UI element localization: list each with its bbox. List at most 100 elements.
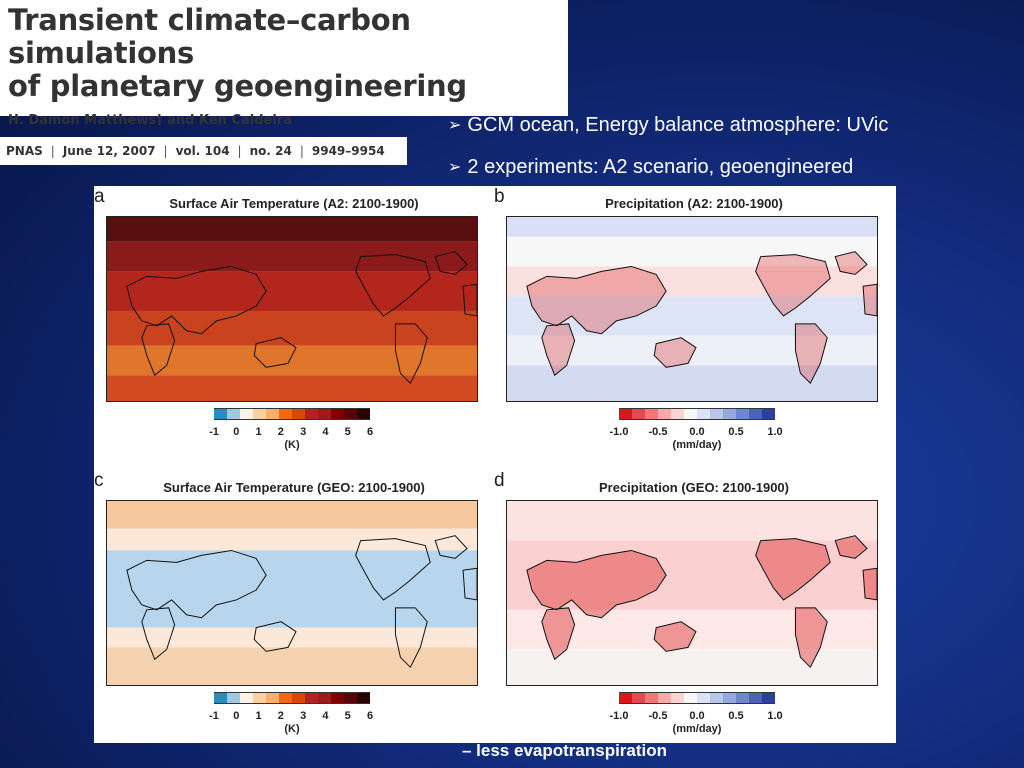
continent-outline bbox=[141, 607, 176, 661]
colorbar-tick-label: 6 bbox=[366, 426, 374, 438]
colorbar-tick-label: 3 bbox=[300, 710, 307, 722]
map-shading-band bbox=[107, 310, 477, 346]
continent-outline bbox=[526, 265, 667, 335]
colorbar bbox=[214, 692, 370, 704]
panel-letter: b bbox=[494, 186, 505, 207]
citation-separator: | bbox=[50, 144, 55, 158]
colorbar-swatch bbox=[344, 408, 357, 420]
colorbar-swatch bbox=[619, 692, 632, 704]
panel-letter: c bbox=[94, 470, 104, 491]
colorbar-tick-label: 0.0 bbox=[689, 710, 705, 722]
colorbar-swatch bbox=[344, 692, 357, 704]
colorbar-tick-label: 0.5 bbox=[728, 710, 744, 722]
colorbar-swatch bbox=[292, 408, 305, 420]
colorbar-unit: (mm/day) bbox=[672, 723, 722, 735]
colorbar-swatch bbox=[645, 692, 658, 704]
citation-separator: | bbox=[237, 144, 242, 158]
citation-separator: | bbox=[163, 144, 168, 158]
colorbar-swatch bbox=[658, 408, 671, 420]
colorbar-swatch bbox=[279, 692, 292, 704]
world-map bbox=[506, 500, 878, 686]
colorbar-swatch bbox=[318, 408, 331, 420]
continent-outline bbox=[126, 265, 267, 335]
colorbar-tick-label: 4 bbox=[322, 426, 329, 438]
colorbar-swatch bbox=[762, 692, 775, 704]
world-map bbox=[106, 500, 478, 686]
colorbar-swatch bbox=[736, 692, 749, 704]
colorbar-tick-label: 2 bbox=[277, 426, 284, 438]
colorbar-swatch bbox=[723, 692, 736, 704]
continent-outline bbox=[541, 607, 576, 661]
colorbar-tick-label: -1.0 bbox=[609, 710, 629, 722]
colorbar-tick-label: 3 bbox=[300, 426, 307, 438]
citation-pages: 9949–9954 bbox=[311, 144, 385, 158]
colorbar-swatch bbox=[240, 408, 253, 420]
bullet-item: ➢ 2 experiments: A2 scenario, geoenginee… bbox=[448, 154, 888, 180]
map-shading-band bbox=[107, 647, 477, 685]
colorbar-unit: (K) bbox=[284, 439, 300, 451]
paper-authors: H. Damon Matthews† and Ken Caldeira bbox=[8, 113, 292, 128]
footer-text: – less evapotranspiration bbox=[462, 741, 668, 760]
citation-issue: no. 24 bbox=[249, 144, 292, 158]
continent-outline bbox=[794, 323, 828, 385]
continent-outline bbox=[434, 251, 468, 275]
map-shading-band bbox=[107, 550, 477, 628]
colorbar-swatch bbox=[710, 692, 723, 704]
colorbar-tick-label: 1.0 bbox=[767, 426, 783, 438]
map-shading-band bbox=[107, 217, 477, 242]
citation-volume: vol. 104 bbox=[175, 144, 230, 158]
map-shading-band bbox=[507, 217, 877, 237]
continent-outline bbox=[434, 535, 468, 559]
colorbar-swatch bbox=[305, 692, 318, 704]
continent-outline bbox=[653, 621, 697, 652]
figure-panel-grid: a Surface Air Temperature (A2: 2100-1900)… bbox=[94, 186, 896, 743]
colorbar-swatch bbox=[214, 408, 227, 420]
colorbar-tick-label: 1.0 bbox=[767, 710, 783, 722]
panel-title: Precipitation (GEO: 2100-1900) bbox=[598, 480, 789, 495]
colorbar-swatch bbox=[318, 692, 331, 704]
colorbar-tick-label: 6 bbox=[366, 710, 374, 722]
colorbar-tick-label: -0.5 bbox=[648, 426, 668, 438]
colorbar-tick-label: 2 bbox=[277, 710, 284, 722]
colorbar-tick-label: 0.0 bbox=[689, 426, 705, 438]
colorbar-swatch bbox=[697, 408, 710, 420]
panel-letter: a bbox=[94, 186, 105, 207]
colorbar-tick-label: -0.5 bbox=[648, 710, 668, 722]
world-map bbox=[506, 216, 878, 402]
colorbar-swatch bbox=[253, 692, 266, 704]
panel-title: Surface Air Temperature (GEO: 2100-1900) bbox=[163, 480, 425, 495]
paper-header: Transient climate–carbon simulations of … bbox=[0, 0, 568, 128]
colorbar-swatch bbox=[357, 692, 370, 704]
continent-outline bbox=[755, 538, 831, 601]
continent-outline bbox=[394, 607, 428, 669]
colorbar-swatch bbox=[684, 408, 697, 420]
colorbar-swatch bbox=[658, 692, 671, 704]
map-shading-band bbox=[507, 236, 877, 267]
colorbar-tick-label: -1 bbox=[209, 710, 219, 722]
bullet-text: GCM ocean, Energy balance atmosphere: UV… bbox=[467, 113, 889, 136]
bullet-item: ➢ GCM ocean, Energy balance atmosphere: … bbox=[448, 112, 888, 138]
colorbar-tick-label: 4 bbox=[322, 710, 329, 722]
continent-outline bbox=[862, 567, 877, 601]
continent-outline bbox=[653, 337, 697, 368]
colorbar-swatch bbox=[292, 692, 305, 704]
colorbar-swatch bbox=[736, 408, 749, 420]
continent-outline bbox=[834, 535, 868, 559]
colorbar-swatch bbox=[684, 692, 697, 704]
continent-outline bbox=[253, 621, 297, 652]
colorbar-swatch bbox=[671, 408, 684, 420]
arrow-bullet-icon: ➢ bbox=[448, 159, 462, 176]
colorbar-swatch bbox=[214, 692, 227, 704]
map-shading-band bbox=[107, 375, 477, 401]
colorbar-swatch bbox=[227, 692, 240, 704]
map-shading-band bbox=[107, 627, 477, 648]
colorbar bbox=[214, 408, 370, 420]
continent-outline bbox=[355, 254, 431, 317]
continent-outline bbox=[834, 251, 868, 275]
world-map bbox=[106, 216, 478, 402]
colorbar bbox=[619, 692, 775, 704]
paper-title-line2: of planetary geoengineering bbox=[8, 69, 467, 103]
colorbar-swatch bbox=[645, 408, 658, 420]
colorbar-ticks: -1 0 1 2 3 4 5 6 bbox=[209, 710, 374, 724]
map-shading-band bbox=[107, 501, 477, 529]
